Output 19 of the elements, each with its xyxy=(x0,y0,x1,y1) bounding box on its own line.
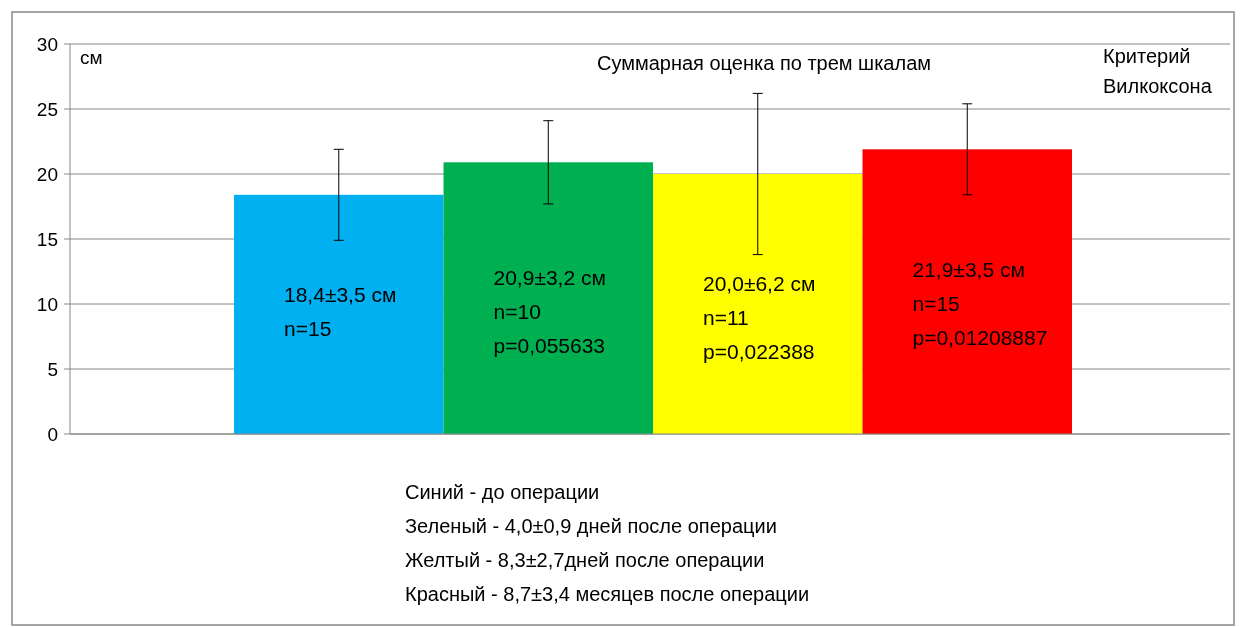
y-tick-label: 10 xyxy=(36,293,58,315)
bar xyxy=(653,174,863,434)
data-label: 20,0±6,2 см n=11 p=0,022388 xyxy=(703,272,816,363)
bar xyxy=(234,194,444,434)
y-axis-title: см xyxy=(80,47,103,68)
annotation: Критерий Вилкоксона xyxy=(1103,45,1213,97)
y-tick-label: 15 xyxy=(36,228,58,250)
data-label: 18,4±3,5 см n=15 xyxy=(284,283,397,341)
text: Синий - до операции Зеленый - 4,0±0,9 дней после операции Желтый - 8,3±2,7дней после операции Красный - 8,7±3,4 месяцев после операции xyxy=(405,481,810,605)
bar xyxy=(443,162,654,434)
y-tick-label: 25 xyxy=(36,98,58,120)
data-label: 21,9±3,5 см n=15 p=0,01208887 xyxy=(912,258,1048,350)
y-tick-label: 5 xyxy=(47,358,58,380)
bar xyxy=(862,149,1073,434)
y-tick-label: 30 xyxy=(36,33,58,55)
chart-title: Суммарная оценка по трем шкалам xyxy=(596,52,932,74)
y-tick-label: 20 xyxy=(36,163,58,185)
y-tick-label: 0 xyxy=(47,423,58,445)
data-label: 20,9±3,2 см n=10 p=0,055633 xyxy=(493,265,606,357)
